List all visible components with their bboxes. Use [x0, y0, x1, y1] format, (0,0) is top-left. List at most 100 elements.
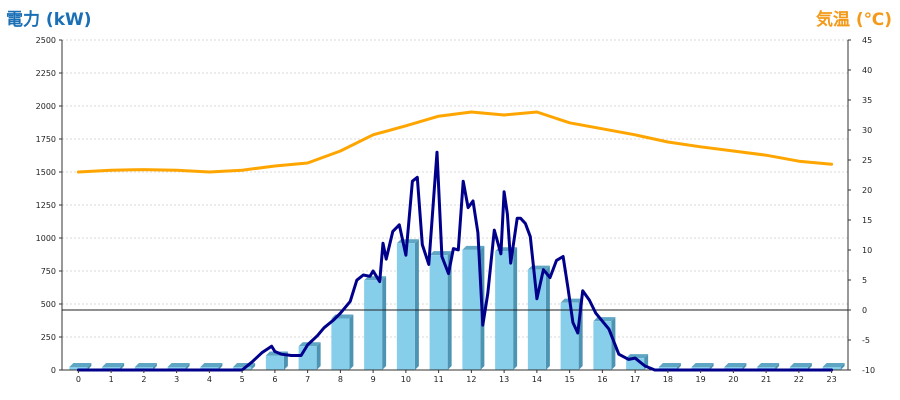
x-tick-label: 6 [272, 375, 277, 384]
bar-top [658, 363, 681, 367]
left-tick-label: 1750 [36, 135, 56, 144]
bar-side [87, 363, 92, 370]
x-tick-label: 14 [532, 375, 542, 384]
right-tick-label: 45 [862, 36, 872, 45]
x-tick-label: 4 [207, 375, 212, 384]
bar-side [709, 363, 714, 370]
bar-side [349, 314, 354, 370]
x-tick-label: 1 [109, 375, 114, 384]
bar-front [429, 255, 448, 370]
x-tick-label: 20 [728, 375, 738, 384]
left-axis-ticks: 0 250 500 750 1000 1250 1500 1750 2000 2250 2500 [36, 36, 62, 375]
bar-front [298, 346, 317, 370]
bar-side [840, 363, 845, 370]
bar-front [396, 243, 415, 370]
x-tick-label: 23 [827, 375, 837, 384]
x-tick-label: 9 [371, 375, 376, 384]
right-tick-label: 30 [862, 126, 872, 135]
bar-side [513, 247, 518, 370]
bar-side [382, 276, 387, 370]
right-tick-label: -10 [862, 366, 875, 375]
x-axis-ticks: 0 1 2 3 4 5 6 7 8 9 10 11 12 13 14 15 16 17 18 19 20 21 22 23 [76, 370, 837, 384]
temperature-series [76, 110, 834, 174]
bar-side [676, 363, 681, 370]
grid-lines [62, 39, 848, 338]
right-tick-label: 0 [862, 306, 867, 315]
x-tick-label: 22 [794, 375, 804, 384]
bar-top [200, 363, 223, 367]
right-tick-label: 40 [862, 66, 872, 75]
bar-front [265, 355, 284, 370]
right-tick-label: 10 [862, 246, 872, 255]
right-tick-label: 5 [862, 276, 867, 285]
bar-top [560, 298, 583, 303]
bar-front [495, 251, 514, 370]
left-tick-label: 1500 [36, 168, 56, 177]
right-axis-ticks: -10 -5 0 5 10 15 20 25 30 35 40 45 [848, 36, 875, 375]
x-tick-label: 17 [630, 375, 640, 384]
left-tick-label: 2000 [36, 102, 56, 111]
bar-top [724, 363, 747, 367]
x-tick-label: 5 [240, 375, 245, 384]
right-tick-label: 20 [862, 186, 872, 195]
x-tick-label: 11 [434, 375, 444, 384]
right-tick-label: 35 [862, 96, 872, 105]
bar-front [331, 318, 350, 370]
bar-side [185, 363, 190, 370]
power-bar [495, 247, 518, 370]
bar-top [691, 363, 714, 367]
bar-side [414, 239, 419, 370]
x-tick-label: 18 [663, 375, 673, 384]
bar-side [545, 265, 550, 370]
x-tick-label: 10 [401, 375, 411, 384]
series-line [76, 110, 834, 174]
right-axis-title: 気温 (℃) [815, 10, 892, 30]
bar-side [251, 363, 256, 370]
bar-front [69, 367, 88, 370]
left-tick-label: 250 [41, 333, 56, 342]
bar-side [218, 363, 223, 370]
x-tick-label: 16 [597, 375, 607, 384]
left-tick-label: 500 [41, 300, 56, 309]
x-tick-label: 7 [305, 375, 310, 384]
bar-front [560, 302, 579, 370]
power-bar [331, 314, 354, 370]
x-tick-label: 15 [565, 375, 575, 384]
power-bar [527, 265, 550, 370]
bar-front [527, 269, 546, 370]
bar-top [626, 354, 649, 359]
bar-side [807, 363, 812, 370]
power-bar [69, 363, 92, 370]
right-tick-label: 15 [862, 216, 872, 225]
bar-side [316, 342, 321, 370]
bar-side [742, 363, 747, 370]
bar-top [69, 363, 92, 367]
bar-top [134, 363, 157, 367]
bar-top [757, 363, 780, 367]
x-tick-label: 8 [338, 375, 343, 384]
bar-side [120, 363, 125, 370]
bar-top [167, 363, 190, 367]
power-bar [396, 239, 419, 370]
bar-top [102, 363, 125, 367]
left-tick-label: 1000 [36, 234, 56, 243]
series-line [76, 150, 834, 372]
x-tick-label: 3 [174, 375, 179, 384]
x-tick-label: 12 [466, 375, 476, 384]
power-bar [560, 298, 583, 370]
bar-side [447, 251, 452, 370]
bar-side [775, 363, 780, 370]
left-tick-label: 750 [41, 267, 56, 276]
left-tick-label: 1250 [36, 201, 56, 210]
power-bar [364, 276, 387, 370]
power-bar [429, 251, 452, 370]
bar-front [626, 358, 645, 370]
x-tick-label: 19 [696, 375, 706, 384]
bar-side [152, 363, 157, 370]
bar-front [593, 321, 612, 370]
power-bars [69, 239, 845, 370]
bar-front [364, 280, 383, 370]
left-axis-title: 電力 (kW) [6, 10, 92, 30]
power-series [76, 150, 834, 372]
